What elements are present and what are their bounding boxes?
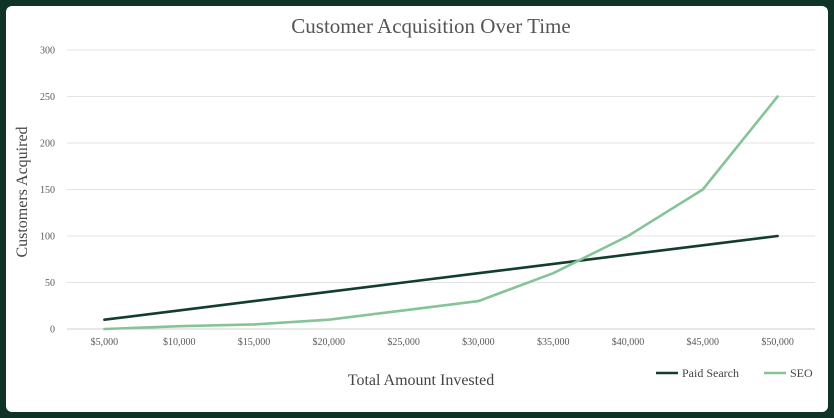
y-tick-label: 100 <box>40 232 55 243</box>
x-tick-label: $10,000 <box>163 337 196 348</box>
y-tick-label: 50 <box>45 278 55 289</box>
x-tick-label: $35,000 <box>537 337 570 348</box>
x-axis-ticks: $5,000 $10,000 $15,000 $20,000 $25,000 $30,00… <box>91 337 794 348</box>
x-tick-label: $20,000 <box>313 337 346 348</box>
y-axis-ticks: 0 50 100 150 200 250 300 <box>40 46 55 336</box>
chart-frame: Customer Acquisition Over Time 0 50 100 150… <box>6 6 828 412</box>
y-axis-title: Customers Acquired <box>14 126 31 257</box>
x-tick-label: $5,000 <box>91 337 119 348</box>
x-tick-label: $45,000 <box>687 337 720 348</box>
x-axis-title: Total Amount Invested <box>348 372 494 389</box>
y-tick-label: 200 <box>40 139 55 150</box>
y-tick-label: 250 <box>40 92 55 103</box>
x-tick-label: $40,000 <box>612 337 645 348</box>
x-tick-label: $15,000 <box>238 337 271 348</box>
series-line-seo <box>103 95 779 331</box>
gridlines <box>67 49 815 330</box>
x-tick-label: $30,000 <box>462 337 495 348</box>
y-tick-label: 150 <box>40 185 55 196</box>
series-line-paid-search <box>103 234 779 322</box>
chart-title: Customer Acquisition Over Time <box>291 14 570 38</box>
x-tick-label: $25,000 <box>387 337 420 348</box>
y-tick-label: 300 <box>40 46 55 57</box>
series-lines <box>103 95 779 331</box>
y-tick-label: 0 <box>50 325 55 336</box>
legend-label: SEO <box>790 366 813 380</box>
legend: Paid Search SEO <box>656 366 813 380</box>
legend-label: Paid Search <box>682 366 739 380</box>
line-chart: Customer Acquisition Over Time 0 50 100 150… <box>14 14 815 389</box>
x-tick-label: $50,000 <box>761 337 794 348</box>
